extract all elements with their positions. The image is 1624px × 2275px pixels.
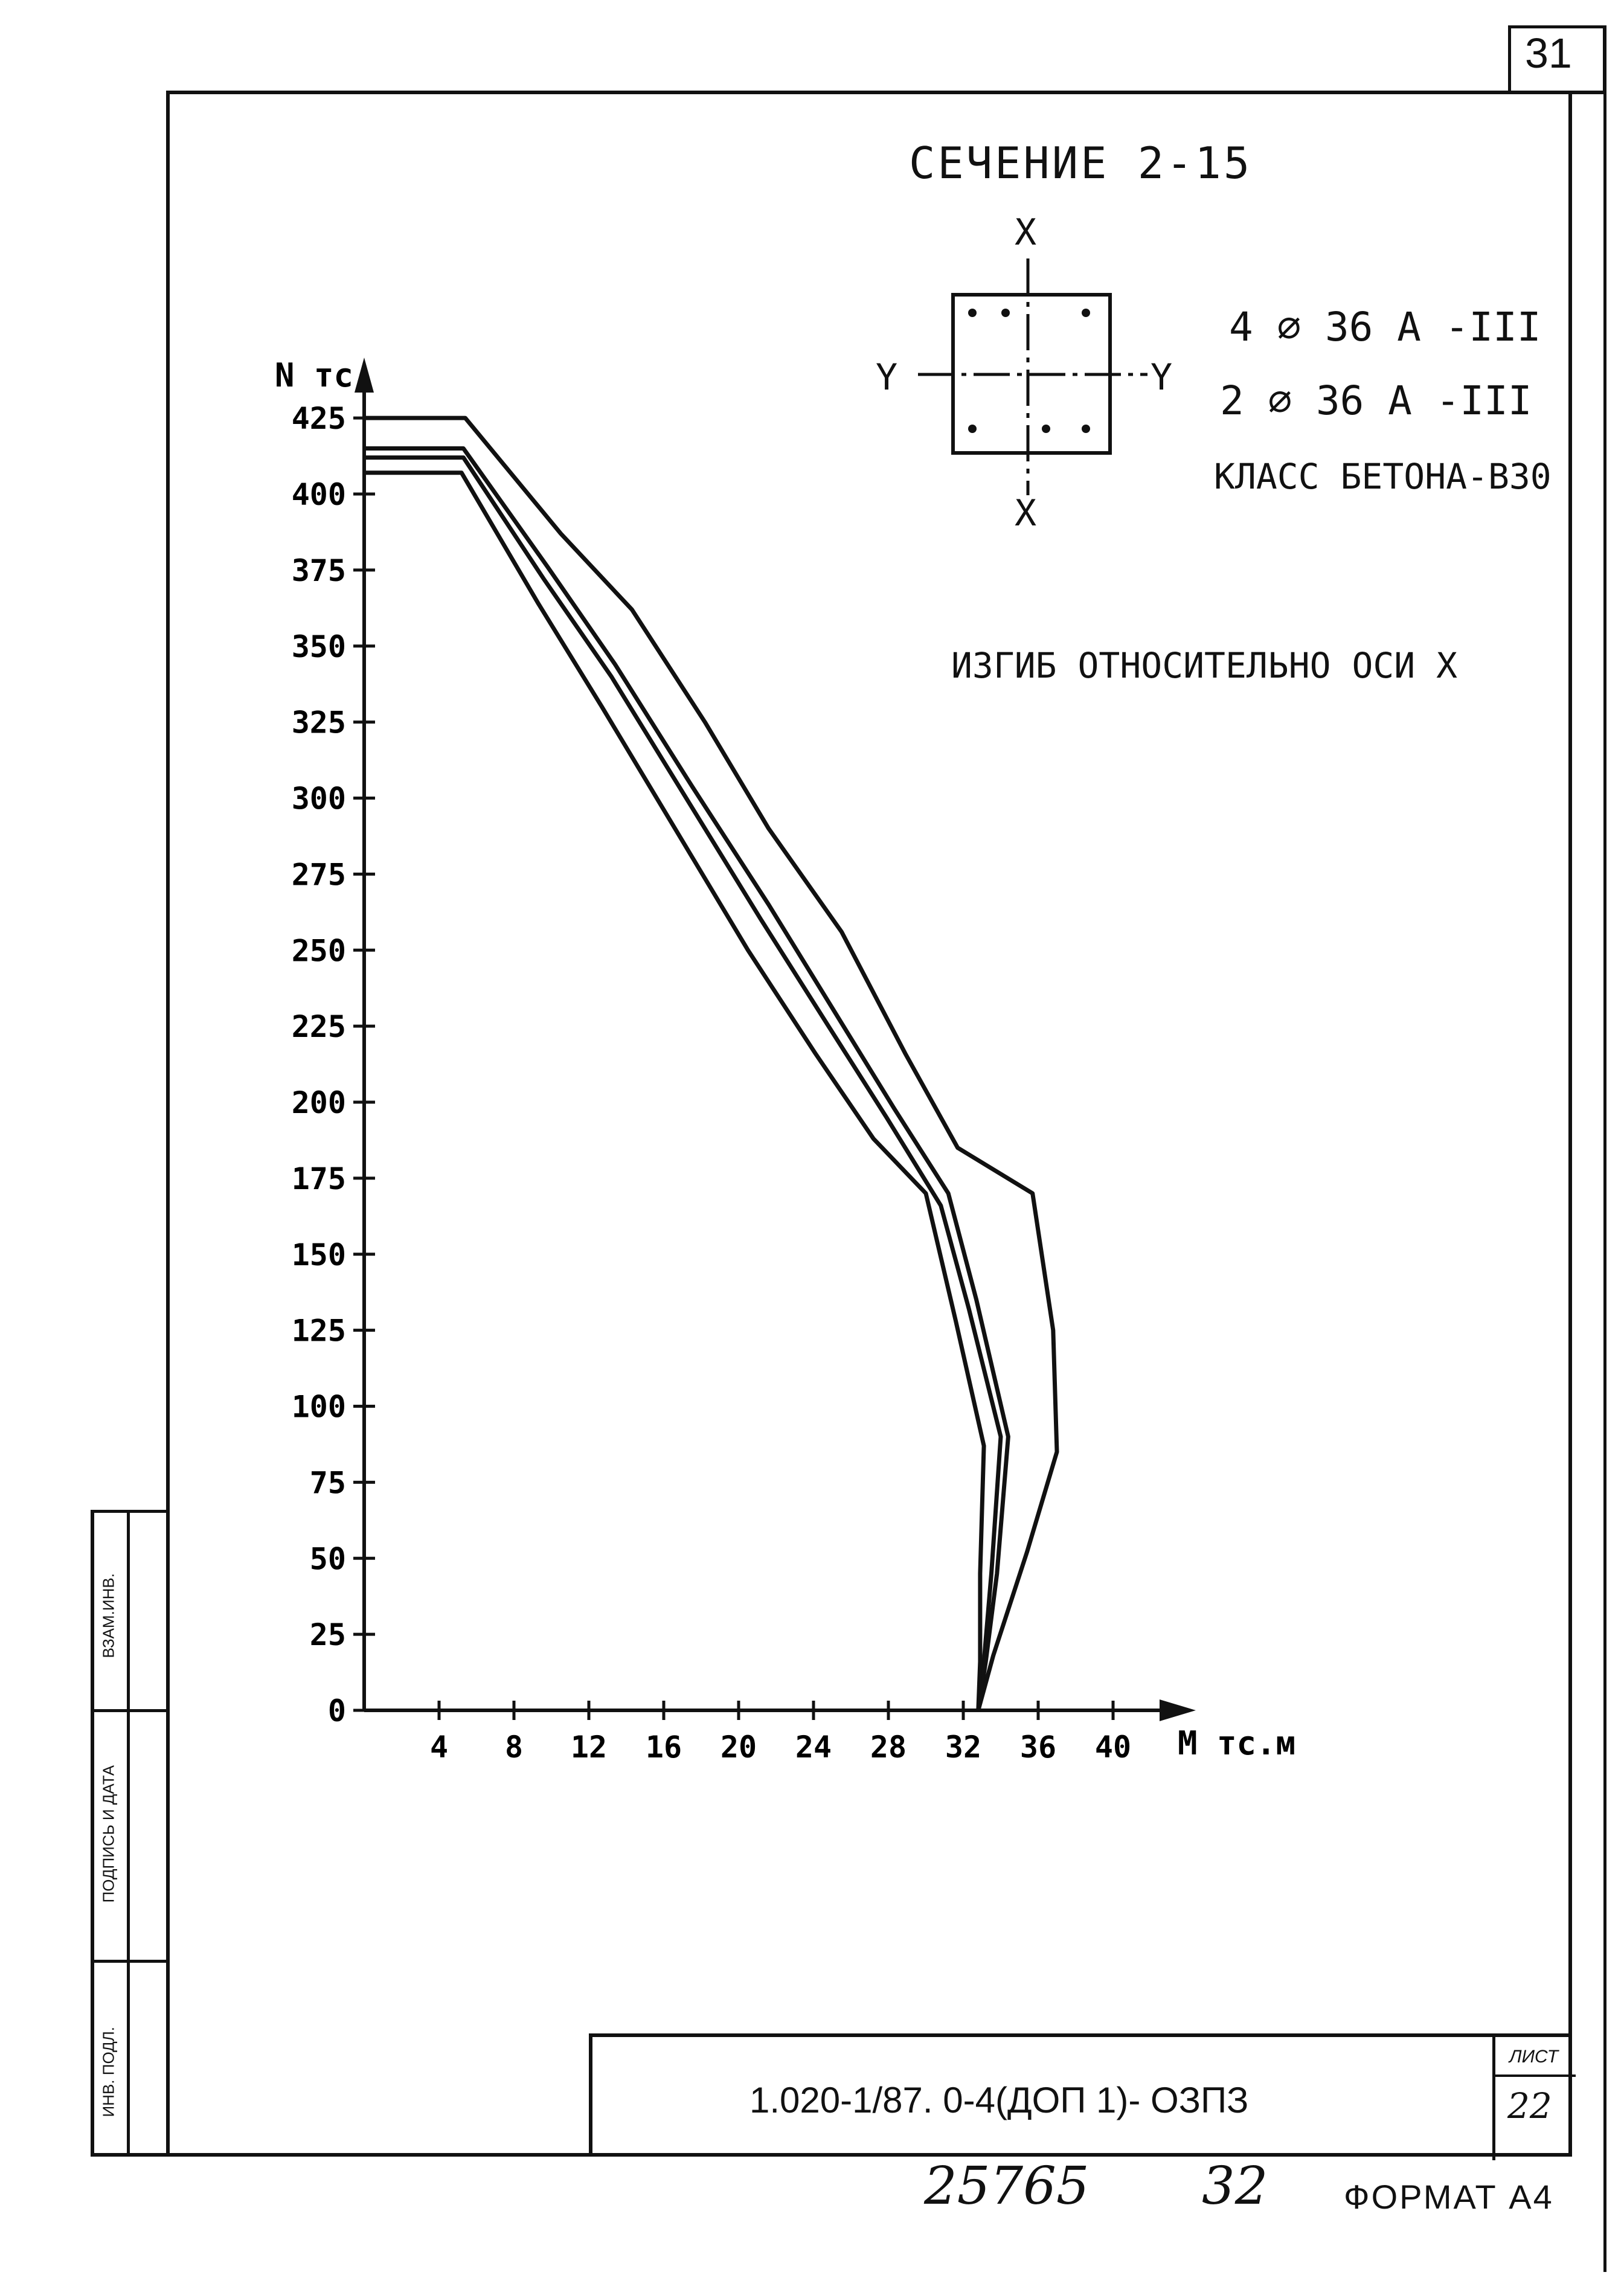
rebar-dot — [1001, 309, 1010, 317]
frame-left — [166, 91, 170, 2156]
axis-x-bottom-label: X — [1015, 492, 1039, 534]
reinforcement-line-2: 2 ⌀ 36 А -III — [1220, 377, 1532, 424]
side-stamp: ВЗАМ.ИНВ. ПОДПИСЬ И ДАТА ИНВ. ПОДЛ. — [91, 1510, 169, 2155]
rebar-dot — [1082, 309, 1090, 317]
y-tick-label: 150 — [292, 1237, 346, 1272]
frame-right — [1568, 91, 1572, 2156]
x-tick-label: 16 — [646, 1730, 682, 1765]
bending-note: ИЗГИБ ОТНОСИТЕЛЬНО ОСИ X — [951, 645, 1458, 686]
y-tick-label: 225 — [292, 1009, 346, 1044]
x-tick-label: 28 — [870, 1730, 907, 1765]
frame-bottom — [91, 2153, 1572, 2157]
sheet-value: 22 — [1507, 2085, 1552, 2126]
y-tick-label: 400 — [292, 477, 346, 512]
y-axis-label: N тс — [275, 356, 353, 394]
x-tick-label: 12 — [571, 1730, 607, 1765]
x-tick-label: 36 — [1020, 1730, 1056, 1765]
axis-x-top-label: X — [1015, 211, 1039, 254]
rebar-dot — [1082, 425, 1090, 433]
x-tick-label: 20 — [721, 1730, 757, 1765]
rebar-dot — [1042, 425, 1050, 433]
y-tick-label: 425 — [292, 401, 346, 436]
y-tick-label: 275 — [292, 857, 346, 892]
y-tick-label: 125 — [292, 1314, 346, 1349]
x-tick-label: 8 — [505, 1730, 523, 1765]
y-tick-label: 25 — [310, 1617, 346, 1652]
reinforcement-line-1: 4 ⌀ 36 А -III — [1229, 304, 1541, 350]
y-tick-label: 50 — [310, 1541, 346, 1576]
axis-y-left-label: Y — [876, 356, 900, 399]
y-tick-label: 100 — [292, 1390, 346, 1425]
title-block: 1.020-1/87. 0-4(ДОП 1)- ОЗПЗ ЛИСТ 22 — [589, 2033, 1576, 2160]
series-line-1 — [364, 416, 1059, 1711]
y-tick-label: 200 — [292, 1085, 346, 1120]
x-tick-label: 40 — [1095, 1730, 1131, 1765]
y-tick-label: 350 — [292, 629, 346, 664]
series-line-2 — [364, 446, 1010, 1711]
sheet-number: 31 — [1525, 30, 1572, 77]
x-tick-label: 32 — [945, 1730, 981, 1765]
x-axis-label: М тс.м — [1178, 1724, 1295, 1762]
document-code: 1.020-1/87. 0-4(ДОП 1)- ОЗПЗ — [749, 2080, 1249, 2120]
axis-y-right-label: Y — [1151, 356, 1175, 399]
y-axis-arrow — [355, 357, 374, 393]
archive-number: 25765 — [924, 2156, 1090, 2216]
section-title: СЕЧЕНИЕ 2-15 — [909, 138, 1253, 188]
rebar-dot — [968, 309, 977, 317]
y-tick-label: 250 — [292, 933, 346, 968]
y-tick-label: 300 — [292, 781, 346, 817]
format-label: ФОРМАТ А4 — [1344, 2178, 1554, 2216]
y-tick-label: 325 — [292, 705, 346, 740]
y-tick-label: 175 — [292, 1161, 346, 1196]
x-tick-label: 4 — [430, 1730, 448, 1765]
y-tick-label: 75 — [310, 1465, 346, 1500]
rebar-dot — [968, 425, 977, 433]
frame-left-outer — [91, 1510, 94, 2156]
concrete-class: КЛАСС БЕТОНА-В30 — [1214, 456, 1552, 497]
x-tick-label: 24 — [795, 1730, 832, 1765]
cross-section-diagram — [918, 258, 1147, 495]
y-tick-label: 0 — [328, 1693, 346, 1728]
y-tick-label: 375 — [292, 553, 346, 588]
sheet-label: ЛИСТ — [1509, 2047, 1559, 2067]
frame-top — [166, 91, 1603, 94]
page-number-handwritten: 32 — [1202, 2156, 1268, 2216]
series-line-3 — [364, 455, 1003, 1711]
frame-right-outer — [1603, 25, 1606, 2272]
series-line-4 — [364, 470, 986, 1711]
x-axis-arrow — [1160, 1699, 1196, 1721]
